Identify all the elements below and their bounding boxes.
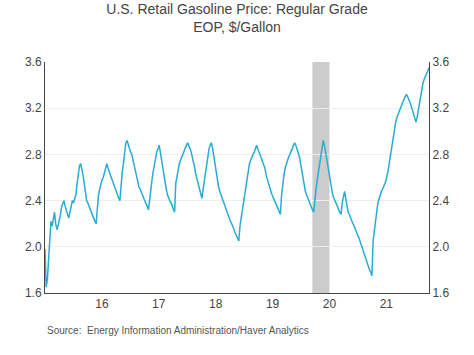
svg-text:U.S. Retail Gasoline Price: Re: U.S. Retail Gasoline Price: Regular Grad… xyxy=(106,1,368,35)
svg-text:1.6: 1.6 xyxy=(25,286,42,300)
svg-text:3.2: 3.2 xyxy=(25,101,42,115)
svg-text:2.8: 2.8 xyxy=(432,148,449,162)
svg-text:21: 21 xyxy=(380,297,394,311)
svg-text:3.6: 3.6 xyxy=(25,55,42,69)
svg-text:17: 17 xyxy=(152,297,166,311)
svg-text:19: 19 xyxy=(266,297,280,311)
svg-text:3.2: 3.2 xyxy=(432,101,449,115)
svg-text:2.8: 2.8 xyxy=(25,148,42,162)
svg-text:16: 16 xyxy=(95,297,109,311)
svg-text:1.6: 1.6 xyxy=(432,286,449,300)
svg-text:18: 18 xyxy=(209,297,223,311)
svg-text:2.4: 2.4 xyxy=(432,194,449,208)
svg-text:20: 20 xyxy=(323,297,337,311)
svg-text:2.4: 2.4 xyxy=(25,194,42,208)
svg-text:Source: Energy Information Ad: Source: Energy Information Administratio… xyxy=(47,325,309,336)
svg-text:2.0: 2.0 xyxy=(25,240,42,254)
svg-text:3.6: 3.6 xyxy=(432,55,449,69)
svg-text:2.0: 2.0 xyxy=(432,240,449,254)
